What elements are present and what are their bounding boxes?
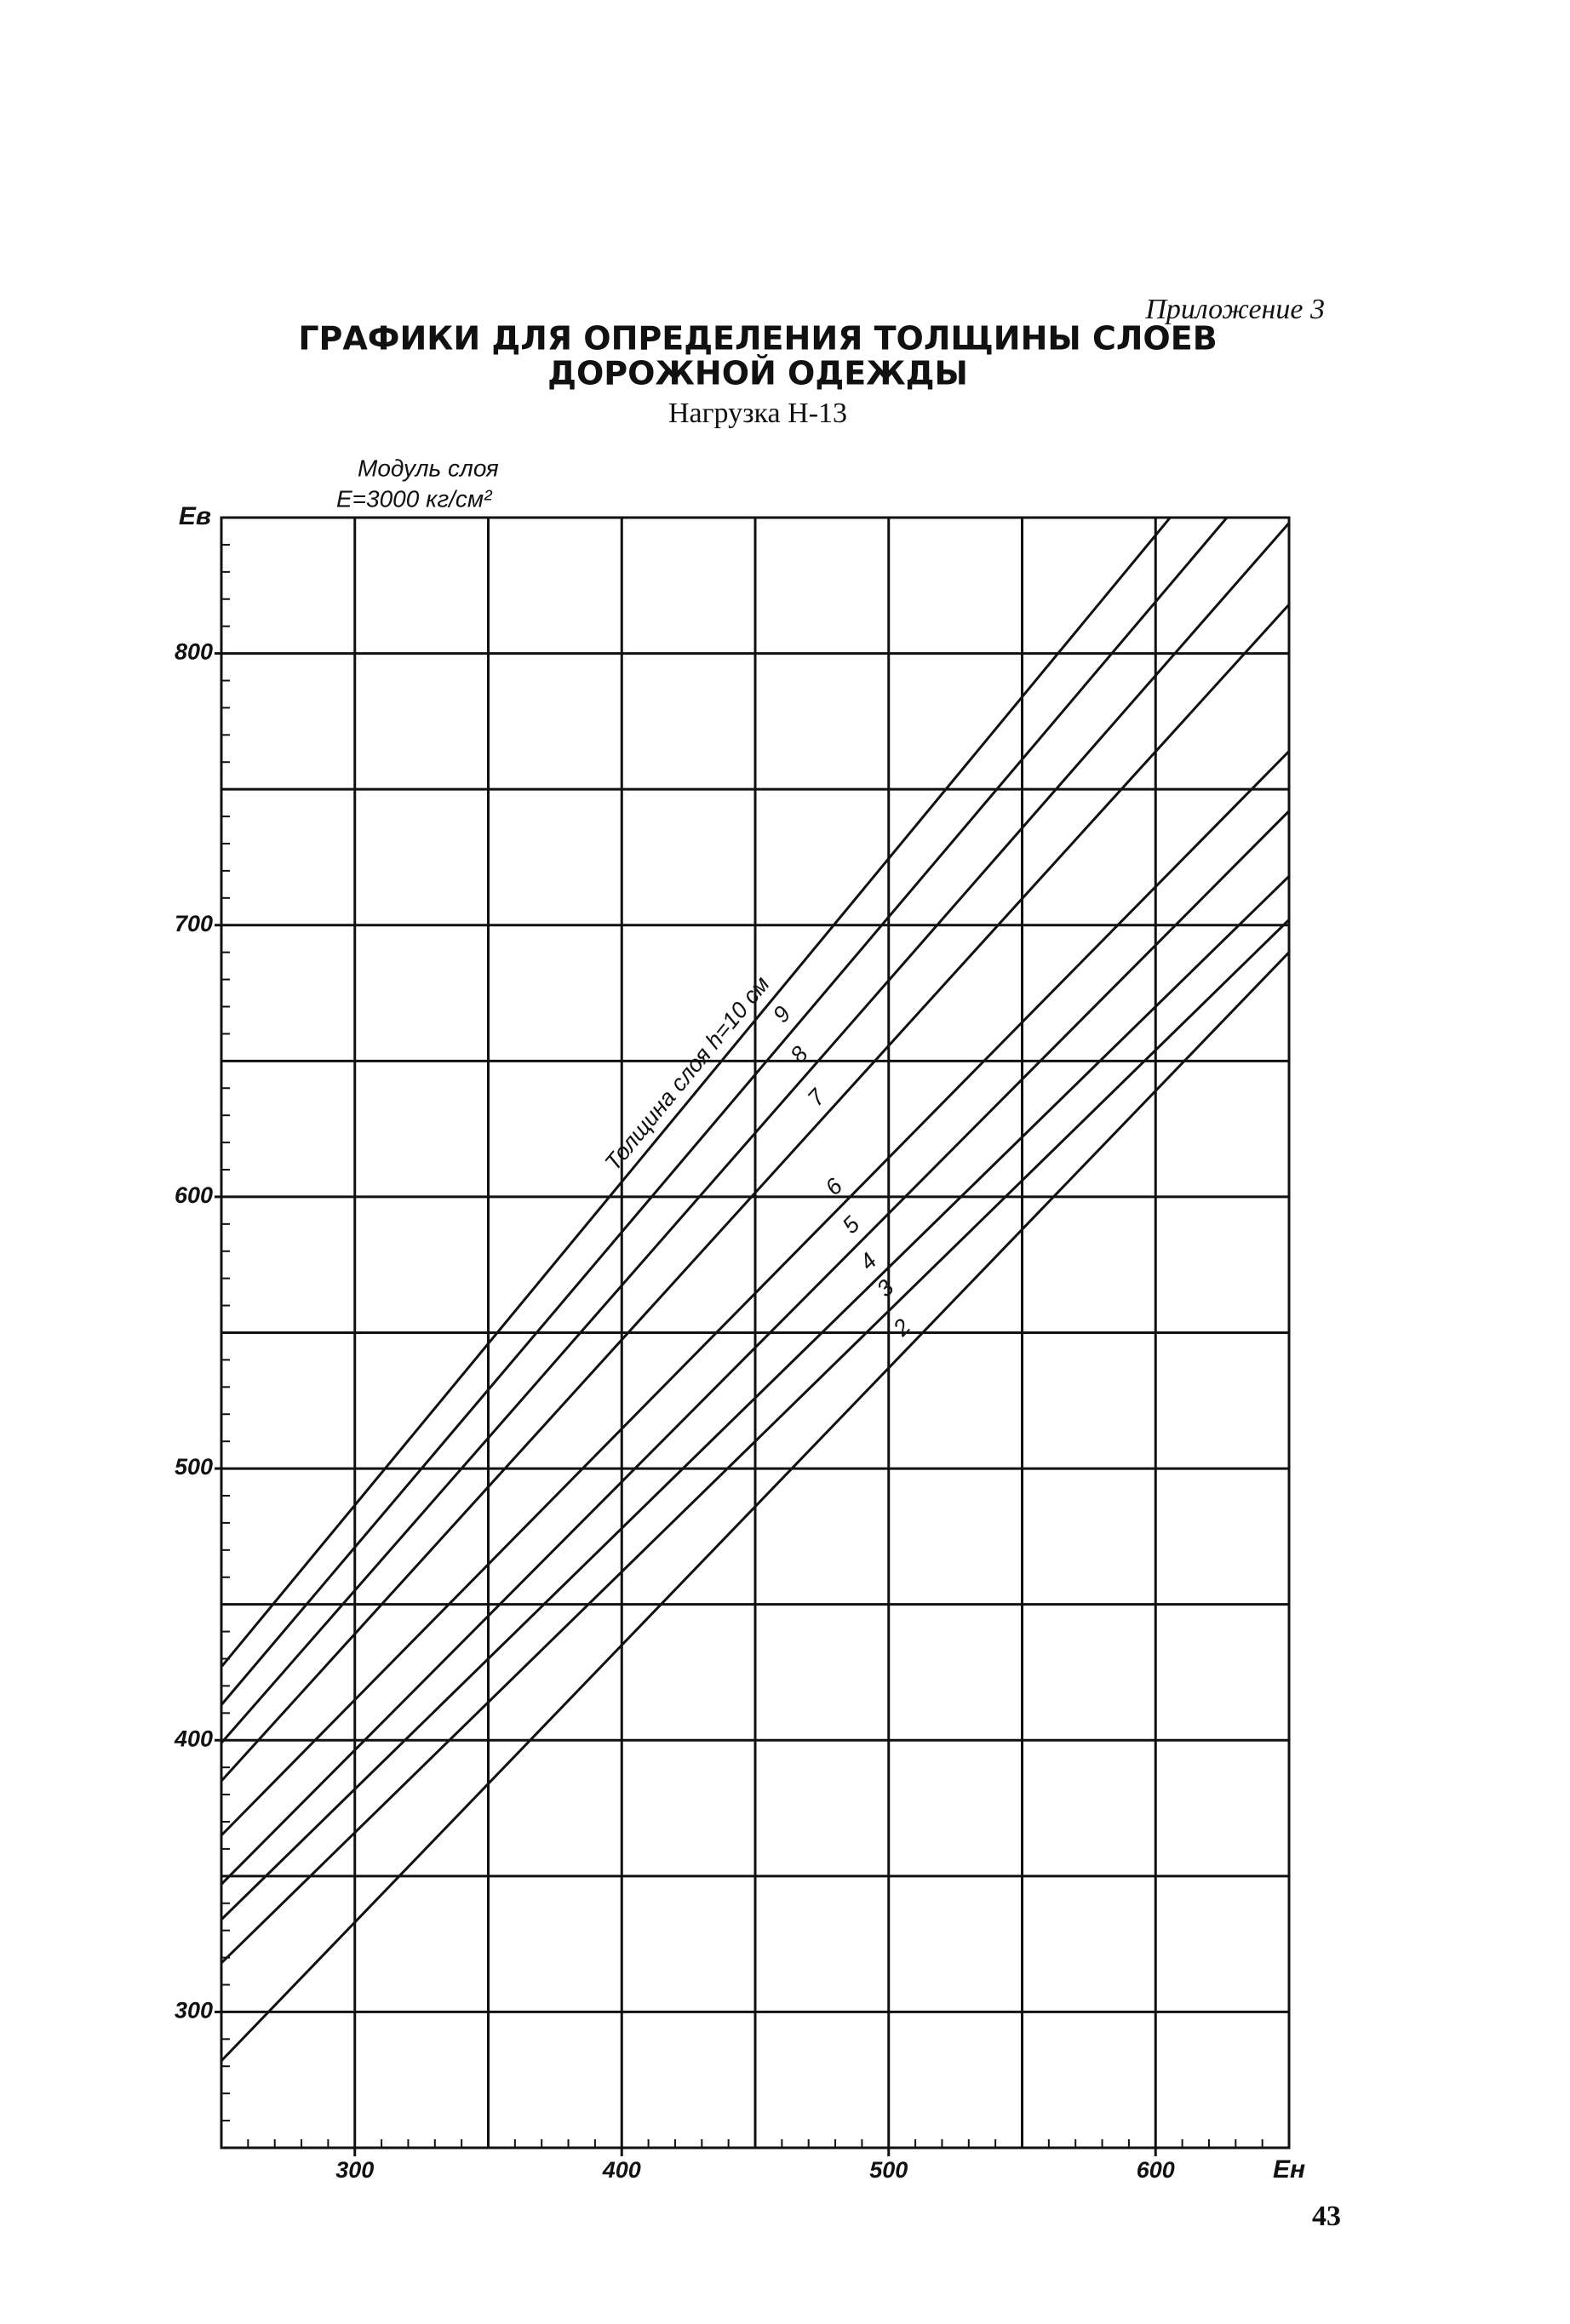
note: E=3000 кг/см² <box>336 485 493 512</box>
y-tick-label: 800 <box>175 639 213 665</box>
x-tick-label: 300 <box>335 2157 374 2183</box>
y-axis-label: Eв <box>179 502 211 530</box>
y-tick-label: 700 <box>175 911 213 936</box>
appendix: Приложение 3 <box>1144 294 1325 325</box>
series-line <box>221 919 1289 1965</box>
line-label: 5 <box>838 1211 866 1239</box>
line-label: Толщина слоя h=10 см <box>599 971 774 1176</box>
series-line <box>221 875 1289 1920</box>
title: ДОРОЖНОЙ ОДЕЖДЫ <box>547 355 968 392</box>
y-tick-label: 600 <box>175 1182 213 1208</box>
page-number: 43 <box>1312 2201 1341 2232</box>
note: Модуль слоя <box>358 455 499 481</box>
series-line <box>221 518 1172 1669</box>
line-label: 7 <box>803 1084 831 1111</box>
title: ГРАФИКИ ДЛЯ ОПРЕДЕЛЕНИЯ ТОЛЩИНЫ СЛОЕВ <box>298 320 1217 358</box>
series-line <box>221 951 1289 2062</box>
line-label: 9 <box>768 1001 796 1027</box>
x-tick-label: 400 <box>602 2157 641 2183</box>
y-tick-label: 500 <box>175 1454 213 1480</box>
series-line <box>221 522 1289 1744</box>
lines <box>221 518 1289 2062</box>
series-line <box>221 750 1289 1837</box>
y-tick-label: 300 <box>175 1998 213 2023</box>
line-label: 4 <box>855 1248 882 1275</box>
x-tick-label: 600 <box>1137 2157 1175 2183</box>
x-axis-label: Eн <box>1273 2155 1305 2184</box>
x-tick-label: 500 <box>869 2157 908 2183</box>
y-tick-label: 400 <box>174 1726 213 1751</box>
subtitle: Нагрузка Н-13 <box>668 398 847 429</box>
series-line <box>221 810 1289 1886</box>
series-line <box>221 604 1289 1783</box>
line-label: 3 <box>872 1274 899 1302</box>
line-label: 8 <box>785 1041 812 1068</box>
series-line <box>221 518 1229 1706</box>
line-label: 2 <box>888 1314 916 1342</box>
